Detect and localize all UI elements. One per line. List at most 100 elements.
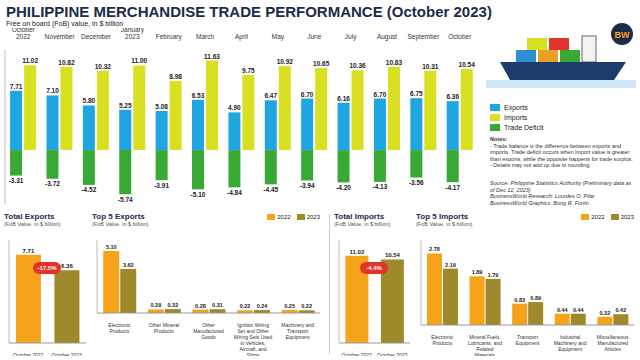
svg-text:0.89: 0.89 xyxy=(530,295,541,301)
svg-text:-3.94: -3.94 xyxy=(300,182,315,189)
svg-text:June: June xyxy=(307,33,321,40)
svg-text:10.36: 10.36 xyxy=(349,62,366,69)
svg-text:7.71: 7.71 xyxy=(10,83,23,90)
svg-text:Ships: Ships xyxy=(247,352,260,356)
svg-text:10.32: 10.32 xyxy=(95,63,112,70)
svg-text:April: April xyxy=(235,33,249,41)
svg-text:7.10: 7.10 xyxy=(46,87,59,94)
svg-text:-3.91: -3.91 xyxy=(154,182,169,189)
html-text:Total Imports: Total Imports xyxy=(334,212,385,221)
svg-text:5.10: 5.10 xyxy=(106,244,117,250)
svg-text:6.16: 6.16 xyxy=(337,95,350,102)
svg-text:August: August xyxy=(377,33,397,41)
svg-text:6.70: 6.70 xyxy=(374,91,387,98)
svg-text:1.79: 1.79 xyxy=(488,272,499,278)
svg-text:February: February xyxy=(156,33,183,41)
svg-text:2022: 2022 xyxy=(16,33,31,40)
svg-text:July: July xyxy=(345,33,357,41)
svg-text:11.02: 11.02 xyxy=(22,57,38,64)
html-text:Top 5 Imports: Top 5 Imports xyxy=(416,212,469,221)
svg-text:1.89: 1.89 xyxy=(472,269,483,275)
svg-text:-3.31: -3.31 xyxy=(9,177,24,184)
svg-text:6.36: 6.36 xyxy=(446,93,459,100)
svg-text:-4.84: -4.84 xyxy=(227,189,242,196)
svg-text:4.90: 4.90 xyxy=(228,104,241,111)
svg-text:0.29: 0.29 xyxy=(150,302,161,308)
svg-text:October 2022: October 2022 xyxy=(342,352,373,356)
svg-text:2023: 2023 xyxy=(125,33,140,40)
svg-text:6.36: 6.36 xyxy=(61,263,73,269)
svg-text:0.42: 0.42 xyxy=(616,307,627,313)
svg-text:2.19: 2.19 xyxy=(445,262,456,268)
svg-text:BW: BW xyxy=(615,30,630,40)
svg-text:-3.56: -3.56 xyxy=(409,179,424,186)
svg-text:10.54: 10.54 xyxy=(459,61,476,68)
svg-text:-5.10: -5.10 xyxy=(191,191,206,198)
svg-text:-4.52: -4.52 xyxy=(81,186,96,193)
svg-text:-4.17: -4.17 xyxy=(445,184,460,191)
svg-text:10.82: 10.82 xyxy=(58,59,75,66)
svg-text:December: December xyxy=(81,33,112,40)
html-text:Exports: Exports xyxy=(504,103,528,111)
svg-text:Equipment: Equipment xyxy=(286,334,311,340)
svg-text:October: October xyxy=(12,28,36,33)
svg-text:-4.13: -4.13 xyxy=(373,183,388,190)
svg-text:-4.45: -4.45 xyxy=(263,186,278,193)
svg-text:May: May xyxy=(272,33,285,41)
svg-text:October: October xyxy=(448,33,472,40)
svg-text:-4.20: -4.20 xyxy=(336,184,351,191)
svg-text:Products: Products xyxy=(154,328,174,334)
svg-text:6.53: 6.53 xyxy=(192,92,205,99)
svg-text:0.22: 0.22 xyxy=(301,303,312,309)
html-text:Total Exports: Total Exports xyxy=(4,212,55,221)
svg-text:5.25: 5.25 xyxy=(119,102,132,109)
svg-text:Equipment: Equipment xyxy=(516,340,541,346)
svg-text:0.32: 0.32 xyxy=(600,310,611,316)
svg-text:-3.72: -3.72 xyxy=(45,180,60,187)
svg-text:11.63: 11.63 xyxy=(204,53,220,60)
svg-text:Equipment: Equipment xyxy=(558,346,583,352)
svg-text:-5.74: -5.74 xyxy=(118,196,133,203)
svg-text:11.02: 11.02 xyxy=(350,249,365,255)
svg-text:Goods: Goods xyxy=(201,334,216,340)
svg-text:0.32: 0.32 xyxy=(167,302,178,308)
svg-text:8.98: 8.98 xyxy=(169,73,182,80)
svg-text:6.70: 6.70 xyxy=(301,91,314,98)
svg-text:October 2023: October 2023 xyxy=(377,352,408,356)
svg-text:Products: Products xyxy=(109,328,129,334)
svg-text:5.80: 5.80 xyxy=(83,97,96,104)
svg-text:0.44: 0.44 xyxy=(573,307,585,313)
svg-text:10.92: 10.92 xyxy=(277,58,294,65)
svg-text:0.22: 0.22 xyxy=(240,303,251,309)
svg-text:5.08: 5.08 xyxy=(155,103,168,110)
svg-text:Products: Products xyxy=(432,340,452,346)
svg-text:October 2023: October 2023 xyxy=(52,352,83,356)
svg-text:2.78: 2.78 xyxy=(429,246,440,252)
svg-text:November: November xyxy=(45,33,76,40)
svg-text:10.54: 10.54 xyxy=(385,252,401,258)
svg-text:0.25: 0.25 xyxy=(284,303,295,309)
html-text:- Trade balance is the differe: - Trade balance is the difference betwee… xyxy=(490,142,633,162)
svg-text:September: September xyxy=(408,33,441,41)
svg-text:Articles: Articles xyxy=(604,346,621,352)
svg-text:0.83: 0.83 xyxy=(514,297,525,303)
svg-text:Materials: Materials xyxy=(475,352,496,356)
svg-text:10.31: 10.31 xyxy=(422,63,439,70)
svg-text:10.83: 10.83 xyxy=(386,59,403,66)
svg-text:0.28: 0.28 xyxy=(195,303,206,309)
svg-text:6.47: 6.47 xyxy=(264,92,277,99)
svg-text:9.75: 9.75 xyxy=(242,67,255,74)
svg-text:11.00: 11.00 xyxy=(131,57,147,64)
svg-text:October 2022: October 2022 xyxy=(13,352,44,356)
svg-text:0.44: 0.44 xyxy=(557,307,569,313)
svg-text:6.75: 6.75 xyxy=(410,90,423,97)
svg-text:7.71: 7.71 xyxy=(23,248,35,254)
svg-text:3.62: 3.62 xyxy=(123,262,134,268)
html-text:Top 5 Exports: Top 5 Exports xyxy=(92,212,145,221)
html-text:PHILIPPINE MERCHANDISE TRADE P: PHILIPPINE MERCHANDISE TRADE PERFORMANCE… xyxy=(6,3,492,20)
svg-text:0.24: 0.24 xyxy=(257,303,269,309)
svg-text:March: March xyxy=(196,33,214,40)
svg-text:10.65: 10.65 xyxy=(313,60,330,67)
svg-text:0.31: 0.31 xyxy=(212,302,223,308)
html-text:Source: Philippine Statistics: Source: Philippine Statistics Authority … xyxy=(490,180,632,193)
